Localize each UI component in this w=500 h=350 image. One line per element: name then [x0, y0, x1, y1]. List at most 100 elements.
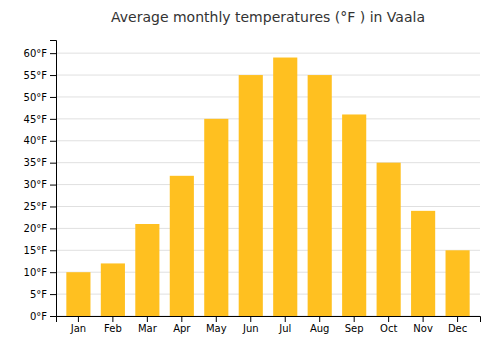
bars	[66, 58, 469, 316]
y-tick: 40°F	[24, 135, 56, 146]
y-tick-mark	[50, 119, 56, 120]
x-tick-mark	[181, 316, 182, 322]
y-tick: 15°F	[24, 245, 56, 256]
x-tick-label: Aug	[310, 323, 330, 334]
grid-line	[56, 206, 480, 207]
bar	[377, 163, 401, 316]
y-tick-label: 55°F	[24, 70, 48, 81]
x-tick-mark	[78, 316, 79, 322]
bar	[135, 224, 159, 316]
chart-svg: 0°F 5°F 10°F 15°F 20°F 25°F 30°F 35°F 40°F 45°F 50…	[0, 0, 500, 350]
x-tick-label: Oct	[380, 323, 397, 334]
y-tick: 35°F	[24, 157, 56, 168]
grid-line	[56, 75, 480, 76]
y-tick: 50°F	[24, 92, 56, 103]
x-tick-mark	[319, 316, 320, 322]
bar	[204, 119, 228, 316]
y-tick-label: 30°F	[24, 179, 48, 190]
y-axis: 0°F 5°F 10°F 15°F 20°F 25°F 30°F 35°F 40°F 45°F 50…	[24, 41, 57, 322]
x-tick-mark	[216, 316, 217, 322]
x-tick: Jul	[278, 316, 291, 334]
bar	[239, 75, 263, 316]
grid	[56, 53, 480, 316]
x-tick-label: May	[206, 323, 227, 334]
bar	[170, 176, 194, 316]
x-tick-label: Feb	[104, 323, 122, 334]
x-tick: May	[206, 316, 227, 334]
x-axis-line	[57, 317, 481, 323]
grid-line	[56, 53, 480, 54]
x-tick: Apr	[173, 316, 191, 334]
x-axis: Jan Feb Mar Apr May Jun Jul Aug Sep Oct Nov Dec	[57, 316, 481, 334]
y-tick-mark	[50, 185, 56, 186]
x-tick-mark	[457, 316, 458, 322]
y-tick-mark	[50, 206, 56, 207]
y-tick-mark	[50, 163, 56, 164]
y-tick: 10°F	[24, 267, 56, 278]
x-tick: Jun	[242, 316, 259, 334]
y-tick: 25°F	[24, 201, 56, 212]
y-tick-mark	[50, 75, 56, 76]
y-tick-mark	[50, 141, 56, 142]
x-tick-label: Sep	[345, 323, 364, 334]
chart-container: 0°F 5°F 10°F 15°F 20°F 25°F 30°F 35°F 40°F 45°F 50…	[0, 0, 500, 350]
x-tick-label: Dec	[448, 323, 467, 334]
y-tick: 5°F	[30, 289, 56, 300]
x-tick: Mar	[138, 316, 158, 334]
bar	[342, 114, 366, 316]
x-tick: Sep	[345, 316, 364, 334]
x-tick: Nov	[413, 316, 433, 334]
y-tick-mark	[50, 294, 56, 295]
y-tick-label: 0°F	[30, 311, 47, 322]
x-tick: Aug	[310, 316, 330, 334]
bar	[308, 75, 332, 316]
y-tick-label: 20°F	[24, 223, 48, 234]
y-tick: 20°F	[24, 223, 56, 234]
y-tick: 45°F	[24, 114, 56, 125]
x-tick-label: Apr	[173, 323, 191, 334]
title: Average monthly temperatures (°F ) in Va…	[111, 9, 425, 25]
bar	[101, 263, 125, 316]
y-tick: 30°F	[24, 179, 56, 190]
x-tick: Oct	[380, 316, 397, 334]
grid-line	[56, 184, 480, 185]
x-tick-label: Mar	[138, 323, 158, 334]
x-tick: Feb	[104, 316, 122, 334]
y-tick-label: 50°F	[24, 92, 48, 103]
y-tick-mark	[50, 53, 56, 54]
plot-area: 0°F 5°F 10°F 15°F 20°F 25°F 30°F 35°F 40°F 45°F 50…	[24, 41, 481, 335]
grid-line	[56, 140, 480, 141]
x-tick-label: Jul	[278, 323, 291, 334]
x-tick-mark	[354, 316, 355, 322]
y-axis-line	[50, 41, 57, 317]
y-tick: 0°F	[30, 311, 56, 322]
y-tick-mark	[50, 272, 56, 273]
y-tick-label: 45°F	[24, 114, 48, 125]
y-tick: 60°F	[24, 48, 56, 59]
x-tick-mark	[250, 316, 251, 322]
y-tick-label: 15°F	[24, 245, 48, 256]
y-tick-label: 10°F	[24, 267, 48, 278]
x-tick-mark	[388, 316, 389, 322]
y-tick-label: 35°F	[24, 157, 48, 168]
y-tick-mark	[50, 250, 56, 251]
y-tick-label: 25°F	[24, 201, 48, 212]
x-tick-label: Jan	[70, 323, 86, 334]
x-tick-label: Jun	[242, 323, 259, 334]
bar	[66, 272, 90, 316]
grid-line	[56, 118, 480, 119]
y-tick: 55°F	[24, 70, 56, 81]
y-tick-mark	[50, 316, 56, 317]
bar	[446, 250, 470, 316]
x-tick: Dec	[448, 316, 467, 334]
bar	[411, 211, 435, 316]
bar	[273, 58, 297, 316]
x-tick-mark	[423, 316, 424, 322]
y-tick-mark	[50, 97, 56, 98]
y-tick-label: 60°F	[24, 48, 48, 59]
x-tick-mark	[112, 316, 113, 322]
grid-line	[56, 162, 480, 163]
y-tick-mark	[50, 228, 56, 229]
x-tick: Jan	[70, 316, 86, 334]
x-tick-label: Nov	[413, 323, 433, 334]
